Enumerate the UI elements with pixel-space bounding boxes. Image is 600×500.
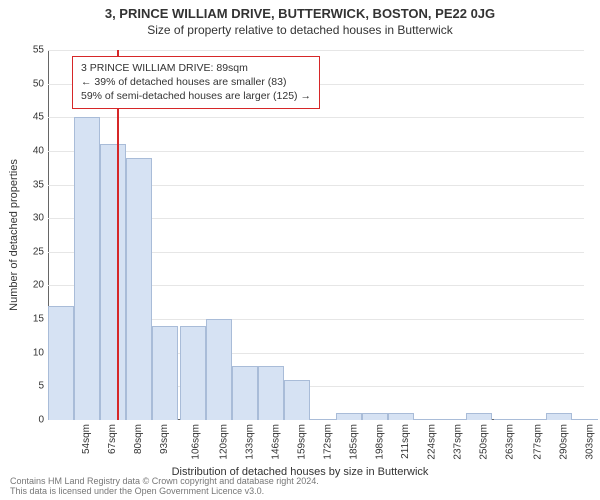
histogram-bar: [152, 326, 178, 420]
info-box-line1: 3 PRINCE WILLIAM DRIVE: 89sqm: [81, 61, 311, 75]
y-tick-label: 45: [4, 112, 44, 123]
y-tick-label: 25: [4, 246, 44, 257]
x-tick-label: 303sqm: [585, 424, 596, 460]
y-tick-label: 40: [4, 145, 44, 156]
histogram-bar: [388, 413, 414, 420]
histogram-bar: [336, 413, 362, 420]
y-tick-label: 30: [4, 213, 44, 224]
page-subtitle: Size of property relative to detached ho…: [0, 21, 600, 41]
histogram-bar: [258, 366, 284, 420]
x-tick-label: 211sqm: [400, 424, 411, 459]
y-tick-label: 55: [4, 45, 44, 56]
x-tick-label: 93sqm: [159, 424, 170, 454]
histogram-bar: [440, 419, 466, 420]
x-tick-label: 172sqm: [323, 424, 334, 460]
x-tick-label: 185sqm: [349, 424, 360, 460]
histogram-bar: [310, 419, 336, 420]
histogram-bar: [520, 419, 546, 420]
histogram-bar: [284, 380, 310, 420]
histogram-plot: 3 PRINCE WILLIAM DRIVE: 89sqm ← 39% of d…: [48, 50, 584, 420]
x-tick-label: 290sqm: [559, 424, 570, 460]
histogram-bar: [414, 419, 440, 420]
grid-line: [48, 50, 584, 51]
x-tick-label: 277sqm: [533, 424, 544, 460]
x-tick-label: 80sqm: [133, 424, 144, 454]
y-tick-label: 10: [4, 347, 44, 358]
histogram-bar: [362, 413, 388, 420]
x-tick-label: 159sqm: [297, 424, 308, 460]
y-tick-label: 20: [4, 280, 44, 291]
info-box-line3: 59% of semi-detached houses are larger (…: [81, 89, 311, 103]
x-tick-label: 198sqm: [375, 424, 386, 460]
x-tick-label: 54sqm: [81, 424, 92, 454]
y-tick-label: 5: [4, 381, 44, 392]
x-tick-label: 106sqm: [191, 424, 202, 460]
histogram-bar: [466, 413, 492, 420]
y-tick-label: 15: [4, 314, 44, 325]
info-box-line2: ← 39% of detached houses are smaller (83…: [81, 75, 311, 89]
x-tick-label: 120sqm: [219, 424, 230, 460]
histogram-bar: [494, 419, 520, 420]
y-tick-label: 35: [4, 179, 44, 190]
histogram-bar: [572, 419, 598, 420]
histogram-bar: [232, 366, 258, 420]
x-tick-label: 250sqm: [479, 424, 490, 460]
histogram-bar: [546, 413, 572, 420]
footer-line2: This data is licensed under the Open Gov…: [10, 486, 264, 496]
footer-line1: Contains HM Land Registry data © Crown c…: [10, 476, 319, 486]
histogram-bar: [100, 144, 126, 420]
histogram-bar: [74, 117, 100, 420]
x-tick-label: 224sqm: [427, 424, 438, 460]
y-tick-label: 0: [4, 415, 44, 426]
footer: Contains HM Land Registry data © Crown c…: [0, 476, 600, 496]
y-tick-label: 50: [4, 78, 44, 89]
page-title: 3, PRINCE WILLIAM DRIVE, BUTTERWICK, BOS…: [0, 0, 600, 21]
histogram-bar: [206, 319, 232, 420]
x-tick-label: 133sqm: [245, 424, 256, 460]
grid-line: [48, 117, 584, 118]
x-tick-label: 263sqm: [505, 424, 516, 460]
info-box: 3 PRINCE WILLIAM DRIVE: 89sqm ← 39% of d…: [72, 56, 320, 109]
histogram-bar: [180, 326, 206, 420]
x-tick-label: 146sqm: [271, 424, 282, 460]
histogram-bar: [126, 158, 152, 420]
grid-line: [48, 151, 584, 152]
x-tick-label: 237sqm: [453, 424, 464, 460]
histogram-bar: [48, 306, 74, 420]
x-tick-label: 67sqm: [107, 424, 118, 454]
